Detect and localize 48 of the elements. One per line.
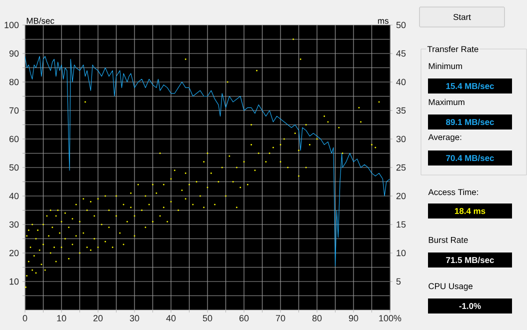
y-tick-label: 90 [9,50,19,57]
y2-tick-label: 45 [396,50,406,57]
y-tick-label: 100 [4,22,19,28]
x-tick-label: 40 [166,315,176,322]
text: 15.4 MB/sec [446,82,494,90]
y2-tick-label: 20 [396,192,406,200]
text: Average: [428,134,462,142]
text: -1.0% [459,303,481,309]
y2-tick-label: 35 [396,107,406,114]
y2-tick-label: 50 [396,22,406,28]
text: 89.1 MB/sec [446,118,494,126]
x-tick-label: 90 [348,315,358,322]
y-tick-label: 60 [9,136,19,142]
line-series [25,56,390,266]
y2-tick-label: 30 [396,136,406,142]
text: Start [453,14,471,20]
text: Maximum [428,98,464,106]
x-tick-label: 60 [239,315,249,322]
y-tick-label: 30 [9,221,19,228]
x-tick-label: 30 [130,315,140,322]
y-axis-title: MB/sec [26,18,54,24]
text: Burst Rate [428,237,468,243]
y-tick-label: 40 [9,192,19,200]
text: 71.5 MB/sec [446,256,494,264]
text: 70.4 MB/sec [446,154,494,162]
y-tick-label: 10 [10,278,19,285]
x-tick-label: 80 [312,315,322,322]
text: Minimum [428,62,462,70]
text: Access Time: [428,188,478,196]
text: Transfer Rate [427,46,478,52]
text: 18.4 ms [455,208,486,214]
y-tick-label: 70 [9,107,19,114]
x-tick-label: 20 [93,315,103,322]
x-tick-label: 10 [57,315,66,322]
x-tick-label: 70 [276,315,286,322]
x-tick-label: 50 [202,315,212,322]
x-tick-label: 0 [22,315,28,322]
y2-tick-label: 5 [396,278,401,285]
x-tick-label: 100% [379,315,402,322]
text: CPU Usage [428,283,473,291]
y-tick-label: 80 [9,78,19,86]
y2-tick-label: 40 [396,78,406,86]
y-tick-label: 50 [9,164,19,171]
y2-tick-label: 25 [396,164,406,171]
y2-tick-label: 10 [396,250,406,256]
y-tick-label: 20 [9,250,19,256]
y2-axis-title: ms [378,19,388,24]
y2-tick-label: 15 [396,221,406,228]
